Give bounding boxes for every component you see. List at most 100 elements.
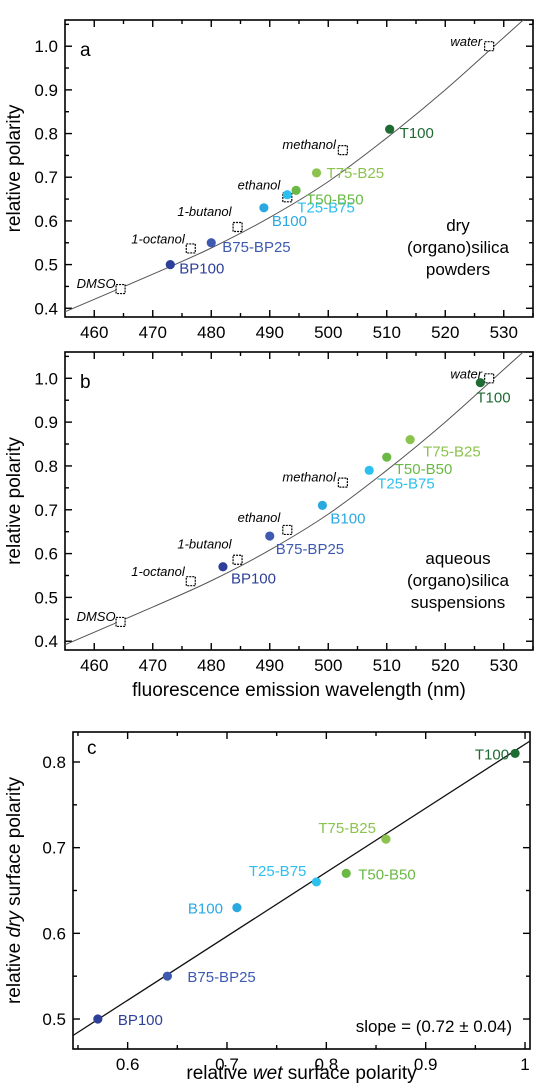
solvent-label: ethanol [238,177,282,192]
sample-label: T25-B75 [377,475,435,492]
x-tick-label: 490 [256,323,284,342]
plot-area [73,740,530,1037]
sample-point [282,190,292,200]
x-axis-label: relative wet surface polarity [186,1063,417,1084]
x-tick-label: 500 [314,656,342,675]
x-tick-label: 490 [256,656,284,675]
sample-label: B75-BP25 [276,541,344,558]
x-tick-label: 1 [520,1055,529,1074]
fit-curve [65,20,524,313]
y-tick-label: 1.0 [34,37,58,56]
panel-b: 460 470 480 490 500 510 520 530 0.4 0.5 0.6 0.7 0.8 0… [4,351,534,701]
y-tick-label: 0.5 [42,1010,66,1029]
x-tick-label: 510 [373,323,401,342]
sample-point [165,259,175,270]
solvent-label: water [450,366,482,381]
solvent-label: 1-octanol [131,231,186,246]
solvent-label: 1-octanol [131,564,186,579]
sample-point [381,834,391,844]
y-tick-label: 0.7 [34,168,58,187]
y-tick-label: 0.8 [42,753,66,772]
y-tick-label: 0.5 [34,588,58,607]
panel-label: c [87,738,97,759]
solvent-marker [185,243,196,254]
solvent-marker [484,373,495,384]
x-axis-label-part: relative [186,1063,253,1084]
solvent-marker [115,283,126,295]
sample-point [405,435,415,445]
x-tick-label: 510 [373,656,401,675]
sample-label: T100 [400,125,434,142]
solvent-marker [115,616,126,628]
sample-point [206,238,216,248]
solvent-marker [484,41,495,52]
sample-label: B75-BP25 [187,969,255,986]
panel-annotation: (organo)silica [407,571,510,590]
sample-label: T25-B75 [249,863,307,880]
sample-label: T50-B50 [358,866,416,883]
panel-label: a [80,40,91,61]
solvent-label: 1-butanol [177,204,232,219]
y-axis-label-part: dry [4,910,25,938]
solvent-marker [232,221,243,233]
panel-annotation: powders [426,260,490,279]
solvent-label: DMSO [77,276,116,291]
x-tick-label: 0.9 [414,1055,438,1074]
y-tick-label: 1.0 [34,369,58,388]
sample-label: BP100 [231,571,276,588]
sample-label: B75-BP25 [222,239,290,256]
solvent-marker [185,576,196,587]
sample-label: T25-B75 [297,200,355,217]
x-tick-label: 520 [431,323,459,342]
x-tick-label: 0.6 [116,1055,140,1074]
sample-point [291,185,301,195]
x-tick-label: 470 [139,323,167,342]
x-tick-label: 500 [314,323,342,342]
solvent-label: methanol [282,137,337,152]
sample-point [382,452,392,462]
sample-label: T75-B25 [327,165,385,182]
y-tick-label: 0.9 [34,413,58,432]
x-tick-label: 470 [139,656,167,675]
y-tick-label: 0.6 [34,545,58,564]
panel-a: 460 470 480 490 500 510 520 530 0.4 0.5 0.6 0.7 0.8 0… [4,19,534,342]
y-axis-label: relative polarity [4,437,25,565]
x-tick-label: 480 [197,656,225,675]
sample-label: T75-B25 [318,820,376,837]
y-axis-label: relative dry surface polarity [4,776,25,1004]
plot-frame [72,731,531,1050]
plot-area [65,352,524,646]
x-axis-label: fluorescence emission wavelength (nm) [132,680,466,701]
y-tick-label: 0.4 [34,299,58,318]
panel-annotation: (organo)silica [407,238,510,257]
sample-label: T50-B50 [395,461,453,478]
sample-label: B100 [330,510,365,527]
sample-label: B100 [188,901,223,918]
x-tick-label: 0.7 [215,1055,239,1074]
y-tick-label: 0.8 [34,125,58,144]
sample-point [510,748,520,759]
sample-point [317,500,327,510]
x-axis-label-part: surface polarity [282,1063,417,1084]
y-tick-label: 0.5 [34,256,58,275]
solvent-label: water [450,34,482,49]
y-tick-label: 0.7 [34,501,58,520]
y-tick-label: 0.7 [42,839,66,858]
sample-label: BP100 [118,1012,163,1029]
sample-point [364,465,374,475]
panel-annotation: dry [446,216,470,235]
sample-point [232,903,242,913]
y-tick-label: 0.4 [34,632,58,651]
solvent-marker [337,477,348,488]
y-tick-label: 0.8 [34,457,58,476]
y-tick-label: 0.9 [34,81,58,100]
fit-curve [65,352,524,646]
sample-label: T75-B25 [423,444,481,461]
solvent-label: DMSO [77,609,116,624]
sample-point [341,868,351,878]
sample-label: T50-B50 [306,191,364,208]
panel-c: 0.6 0.7 0.8 0.9 1 0.5 0.6 0.7 0.8 c relative dry s… [4,731,531,1084]
panel-annotation: suspensions [411,593,506,612]
solvent-label: ethanol [238,510,282,525]
solvent-marker [282,524,293,536]
